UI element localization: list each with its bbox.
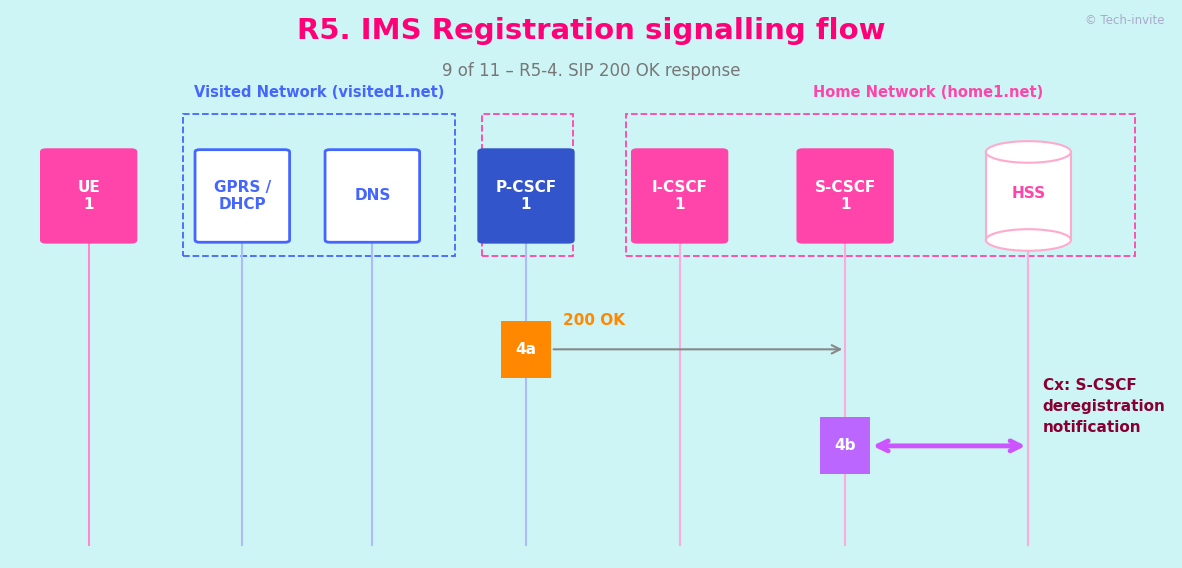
FancyBboxPatch shape — [988, 152, 1069, 240]
Text: P-CSCF
1: P-CSCF 1 — [495, 179, 557, 212]
Text: Cx: S-CSCF
deregistration
notification: Cx: S-CSCF deregistration notification — [1043, 378, 1165, 435]
Text: I-CSCF
1: I-CSCF 1 — [651, 179, 708, 212]
Text: GPRS /
DHCP: GPRS / DHCP — [214, 179, 271, 212]
Text: © Tech-invite: © Tech-invite — [1085, 14, 1164, 27]
FancyBboxPatch shape — [632, 149, 727, 242]
FancyBboxPatch shape — [195, 149, 290, 242]
FancyBboxPatch shape — [479, 149, 573, 242]
Text: DNS: DNS — [355, 189, 390, 203]
Text: Visited Network (visited1.net): Visited Network (visited1.net) — [194, 85, 444, 99]
Text: R5. IMS Registration signalling flow: R5. IMS Registration signalling flow — [297, 17, 885, 45]
Text: S-CSCF
1: S-CSCF 1 — [814, 179, 876, 212]
Text: 9 of 11 – R5-4. SIP 200 OK response: 9 of 11 – R5-4. SIP 200 OK response — [442, 62, 740, 80]
Text: 200 OK: 200 OK — [563, 313, 624, 328]
Ellipse shape — [986, 141, 1071, 162]
FancyBboxPatch shape — [820, 417, 870, 474]
FancyBboxPatch shape — [798, 149, 892, 242]
Text: HSS: HSS — [1012, 186, 1045, 201]
Text: 4a: 4a — [515, 342, 537, 357]
FancyBboxPatch shape — [325, 149, 420, 242]
FancyBboxPatch shape — [41, 149, 136, 242]
Ellipse shape — [986, 229, 1071, 251]
FancyBboxPatch shape — [501, 321, 551, 378]
FancyBboxPatch shape — [986, 152, 1071, 240]
Text: Home Network (home1.net): Home Network (home1.net) — [813, 85, 1043, 99]
Text: 4b: 4b — [834, 438, 856, 453]
Text: UE
1: UE 1 — [77, 179, 100, 212]
